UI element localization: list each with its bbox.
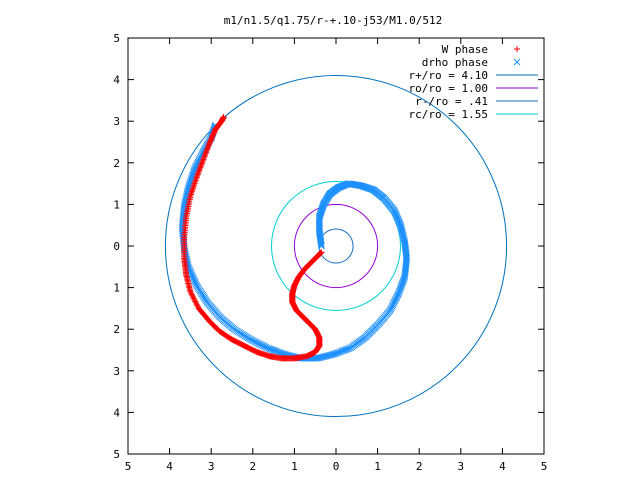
legend-label: r-/ro = .41 [415, 95, 488, 108]
legend-label: drho phase [422, 56, 488, 69]
chart-title: m1/n1.5/q1.75/r-+.10-j53/M1.0/512 [224, 14, 443, 27]
x-tick-label: 2 [416, 460, 423, 473]
w-phase-point [205, 143, 212, 150]
y-tick-label: 4 [113, 74, 120, 87]
y-tick-label: 5 [113, 448, 120, 461]
x-tick-label: 3 [208, 460, 215, 473]
w-phase-point [190, 295, 197, 302]
w-phase-point [201, 152, 208, 159]
w-phase-point [196, 166, 203, 173]
w-phase-point [203, 149, 209, 156]
w-phase-point [192, 299, 199, 306]
y-tick-label: 1 [113, 282, 120, 295]
legend-label: rc/ro = 1.55 [409, 108, 488, 121]
axis-ticks [127, 37, 545, 455]
x-tick-label: 0 [333, 460, 340, 473]
reference-circles [164, 74, 508, 418]
x-tick-label: 5 [541, 460, 548, 473]
w-phase-point [193, 174, 200, 181]
y-tick-label: 4 [113, 406, 120, 419]
w-phase-point [204, 146, 211, 153]
w-phase-series [181, 114, 325, 362]
drho-phase-series [178, 122, 411, 362]
w-phase-point [197, 163, 204, 170]
w-phase-point [190, 294, 197, 301]
w-phase-point [197, 164, 204, 171]
w-phase-point [195, 170, 202, 177]
legend-label: ro/ro = 1.00 [409, 82, 488, 95]
reference-circle [164, 74, 508, 418]
w-phase-point [194, 302, 201, 309]
w-phase-point [188, 290, 195, 297]
w-phase-point [204, 145, 211, 152]
w-phase-point [193, 301, 200, 308]
w-phase-point [195, 168, 202, 175]
w-phase-point [202, 150, 209, 157]
legend-label: W phase [442, 43, 488, 56]
x-tick-label: 3 [457, 460, 464, 473]
w-phase-point [199, 157, 206, 164]
w-phase-point [194, 171, 201, 178]
y-tick-label: 1 [113, 198, 120, 211]
w-phase-point [195, 305, 202, 312]
x-tick-label: 4 [166, 460, 173, 473]
y-tick-label: 3 [113, 365, 120, 378]
w-phase-point [198, 160, 205, 167]
y-tick-label: 2 [113, 323, 120, 336]
y-tick-label: 0 [113, 240, 120, 253]
y-tick-label: 5 [113, 32, 120, 45]
w-phase-point [195, 304, 202, 311]
w-phase-point [199, 159, 206, 166]
w-phase-point [194, 172, 201, 179]
w-phase-point [196, 167, 203, 174]
reference-circle [293, 203, 379, 289]
w-phase-point [203, 148, 210, 155]
x-tick-label: 1 [374, 460, 381, 473]
w-phase-point [188, 291, 195, 298]
y-tick-label: 3 [113, 115, 120, 128]
w-phase-point [192, 298, 199, 305]
data-series [178, 114, 411, 362]
w-phase-point [191, 297, 198, 304]
w-phase-point [200, 156, 207, 163]
y-axis-tick-labels: 5 4 3 2 1 0 1 2 3 4 5 [113, 32, 120, 461]
w-phase-point [200, 154, 207, 161]
legend-marker-sample [514, 46, 520, 52]
y-tick-label: 2 [113, 157, 120, 170]
x-tick-label: 2 [249, 460, 256, 473]
w-phase-point [201, 153, 208, 160]
w-phase-point [198, 161, 205, 168]
x-tick-label: 1 [291, 460, 298, 473]
legend-marker-sample [513, 58, 521, 66]
w-phase-point [205, 142, 212, 149]
x-tick-label: 4 [499, 460, 506, 473]
x-axis-tick-labels: 5 4 3 2 1 0 1 2 3 4 5 [125, 460, 548, 473]
reference-circle [271, 181, 401, 311]
legend-label: r+/ro = 4.10 [409, 69, 488, 82]
w-phase-point [189, 292, 196, 299]
x-tick-label: 5 [125, 460, 132, 473]
w-phase-point [220, 114, 227, 121]
